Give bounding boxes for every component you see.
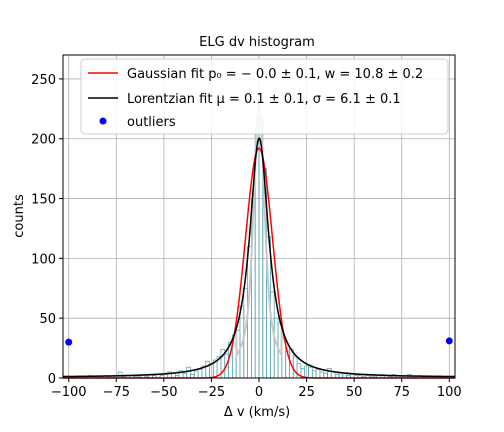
y-tick-label: 200 (31, 133, 56, 148)
legend-box (80, 58, 449, 135)
x-tick-label: 50 (346, 385, 363, 400)
y-tick-label: 250 (31, 73, 56, 88)
histogram-bar (186, 366, 191, 379)
outlier-point (65, 338, 73, 346)
x-axis-label: Δ v (km/s) (224, 405, 290, 420)
histogram-bar (319, 371, 325, 379)
legend: Gaussian fit p₀ = − 0.0 ± 0.1, w = 10.8 … (80, 58, 449, 135)
y-axis-label: counts (12, 194, 27, 238)
histogram-bar (193, 370, 199, 379)
histogram-bar (205, 360, 210, 379)
histogram-bar (197, 369, 203, 379)
x-tick-label: −50 (150, 385, 177, 400)
x-tick-label: 100 (437, 385, 462, 400)
legend-outliers-marker (99, 117, 107, 125)
chart-title: ELG dv histogram (199, 35, 315, 50)
histogram-bar (330, 371, 336, 379)
x-tick-label: 0 (255, 385, 263, 400)
x-tick-label: −100 (51, 385, 87, 400)
legend-gaussian-label: Gaussian fit p₀ = − 0.0 ± 0.1, w = 10.8 … (127, 67, 423, 82)
lorentzian-fit-curve (62, 137, 455, 378)
x-tick-label: 25 (298, 385, 315, 400)
outlier-points (65, 337, 453, 346)
histogram-bar (292, 356, 298, 379)
outlier-point (445, 337, 453, 345)
y-tick-label: 50 (39, 312, 56, 327)
y-tick-label: 100 (31, 252, 56, 267)
y-tick-label: 0 (48, 372, 56, 387)
histogram-bar (315, 369, 321, 379)
histogram (72, 116, 450, 379)
x-tick-label: 75 (393, 385, 410, 400)
x-tick-label: −75 (103, 385, 130, 400)
y-tick-label: 150 (31, 193, 56, 208)
legend-outliers-label: outliers (127, 115, 176, 130)
histogram-bar (308, 366, 313, 379)
legend-lorentzian-label: Lorentzian fit μ = 0.1 ± 0.1, σ = 6.1 ± … (127, 92, 401, 107)
axis-ticks: −100 −75 −50 −25 0 25 50 75 100 0 50 100 150 200 250 (31, 73, 462, 400)
histogram-bar (311, 370, 317, 379)
x-tick-label: −25 (198, 385, 225, 400)
